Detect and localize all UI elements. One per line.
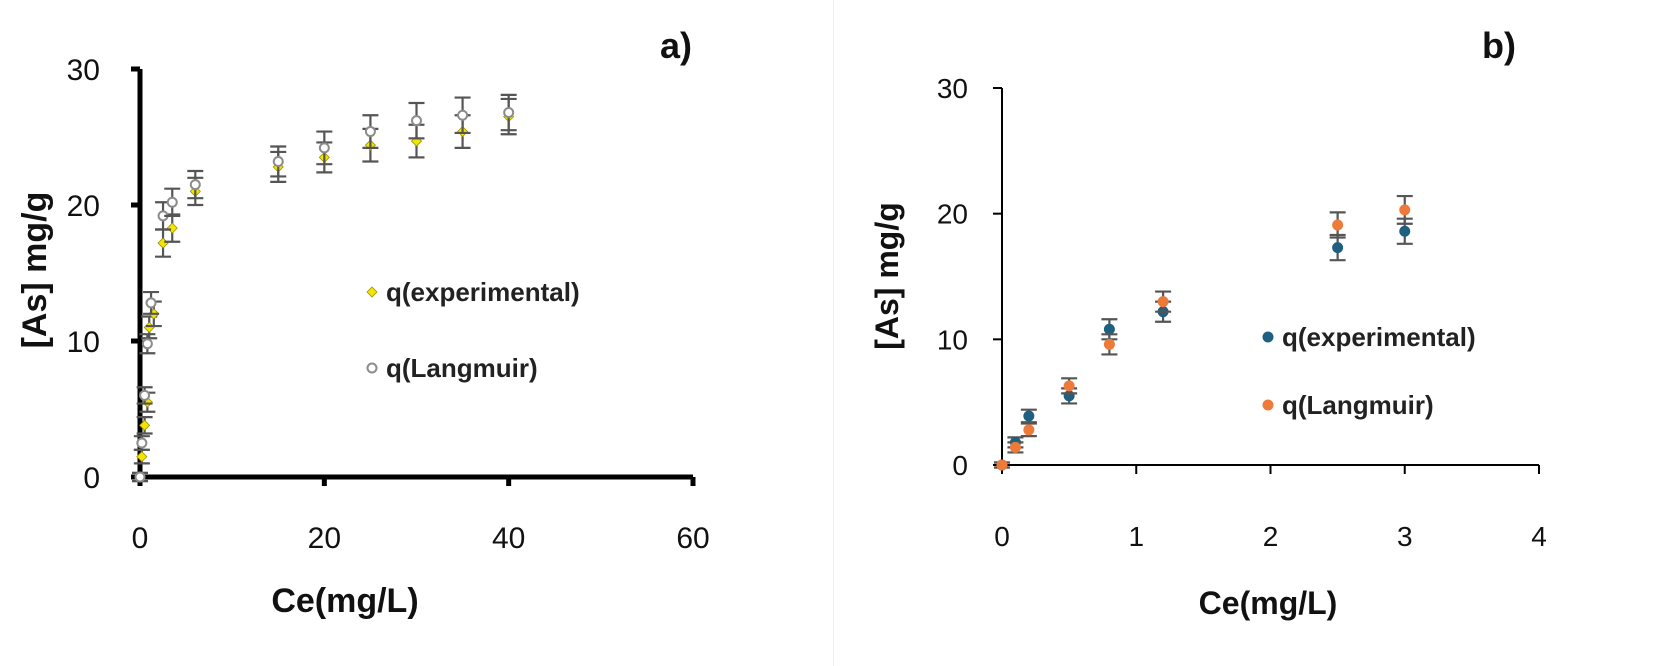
- y-axis-title-a: [As] mg/g: [16, 192, 54, 349]
- legend-label-a: q(experimental): [386, 277, 580, 307]
- legend-label-b: q(experimental): [1282, 322, 1476, 352]
- data-point-a: [189, 179, 201, 191]
- data-point-a: [141, 338, 153, 350]
- panel-label-a: a): [660, 25, 692, 66]
- data-point-a: [457, 109, 469, 121]
- data-point-b: [1009, 441, 1021, 453]
- x-tick-label-b: 4: [1531, 521, 1547, 552]
- data-point-b: [1157, 296, 1169, 308]
- chart-b-marks: 0 1 2 3 4 0 10 20 30 q(experimental) q(Langmuir): [937, 73, 1547, 552]
- y-tick-label-a: 0: [83, 462, 100, 495]
- legend-marker-b: [1262, 399, 1274, 411]
- y-tick-label-b: 30: [937, 73, 968, 104]
- data-point-b: [1023, 424, 1035, 436]
- data-point-b: [1023, 410, 1035, 422]
- data-point-b: [996, 459, 1008, 471]
- data-point-a: [166, 196, 178, 208]
- data-point-a: [145, 297, 157, 309]
- y-tick-label-b: 0: [952, 450, 968, 481]
- y-tick-label-b: 20: [937, 199, 968, 230]
- legend-label-a: q(Langmuir): [386, 353, 538, 383]
- data-point-a: [411, 115, 422, 127]
- data-point-b: [1332, 242, 1344, 254]
- legend-marker-a: [366, 286, 378, 298]
- chart-b: b) 0 1 2 3 4 0 10 20 30 q(experimental) q(Langmuir…: [869, 25, 1547, 621]
- x-tick-label-b: 0: [994, 521, 1010, 552]
- panel-divider: [833, 0, 834, 666]
- data-point-b: [1399, 225, 1411, 237]
- x-tick-label-b: 1: [1128, 521, 1144, 552]
- x-tick-label-a: 0: [132, 522, 149, 555]
- data-point-a: [136, 451, 148, 463]
- y-tick-label-a: 20: [67, 190, 100, 223]
- x-tick-label-b: 2: [1263, 521, 1279, 552]
- y-tick-label-b: 10: [937, 324, 968, 355]
- data-point-a: [318, 142, 330, 154]
- data-point-b: [1063, 380, 1075, 392]
- chart-a-marks: 0 20 40 60 0 10 20 30 q(experimental) q(Langmuir): [67, 54, 710, 555]
- legend-marker-a: [366, 362, 378, 374]
- panel-label-b: b): [1482, 25, 1516, 66]
- data-point-a: [166, 222, 178, 234]
- x-tick-label-a: 40: [492, 522, 525, 555]
- data-point-a: [136, 437, 148, 449]
- data-point-a: [503, 107, 515, 119]
- data-point-a: [272, 155, 284, 167]
- data-point-b: [1332, 219, 1344, 231]
- data-point-b: [1103, 338, 1115, 350]
- legend-marker-b: [1262, 331, 1274, 343]
- data-point-a: [157, 237, 169, 249]
- x-axis-title-b: Ce(mg/L): [1199, 585, 1338, 621]
- x-tick-label-a: 60: [676, 522, 709, 555]
- data-point-a: [134, 471, 146, 483]
- data-point-a: [364, 126, 376, 138]
- y-tick-label-a: 10: [67, 326, 100, 359]
- data-point-a: [139, 419, 151, 431]
- legend-label-b: q(Langmuir): [1282, 390, 1434, 420]
- data-point-b: [1103, 323, 1115, 335]
- x-tick-label-a: 20: [308, 522, 341, 555]
- data-point-a: [139, 389, 151, 401]
- x-tick-label-b: 3: [1397, 521, 1413, 552]
- y-axis-title-b: [As] mg/g: [869, 202, 905, 350]
- x-axis-title-a: Ce(mg/L): [271, 582, 418, 620]
- data-point-b: [1399, 204, 1411, 216]
- data-point-a: [143, 321, 155, 333]
- chart-a: a) 0 20 40 60 0 10 20 30 q(experimental) q(Langmu…: [16, 25, 710, 620]
- y-tick-label-a: 30: [67, 54, 100, 87]
